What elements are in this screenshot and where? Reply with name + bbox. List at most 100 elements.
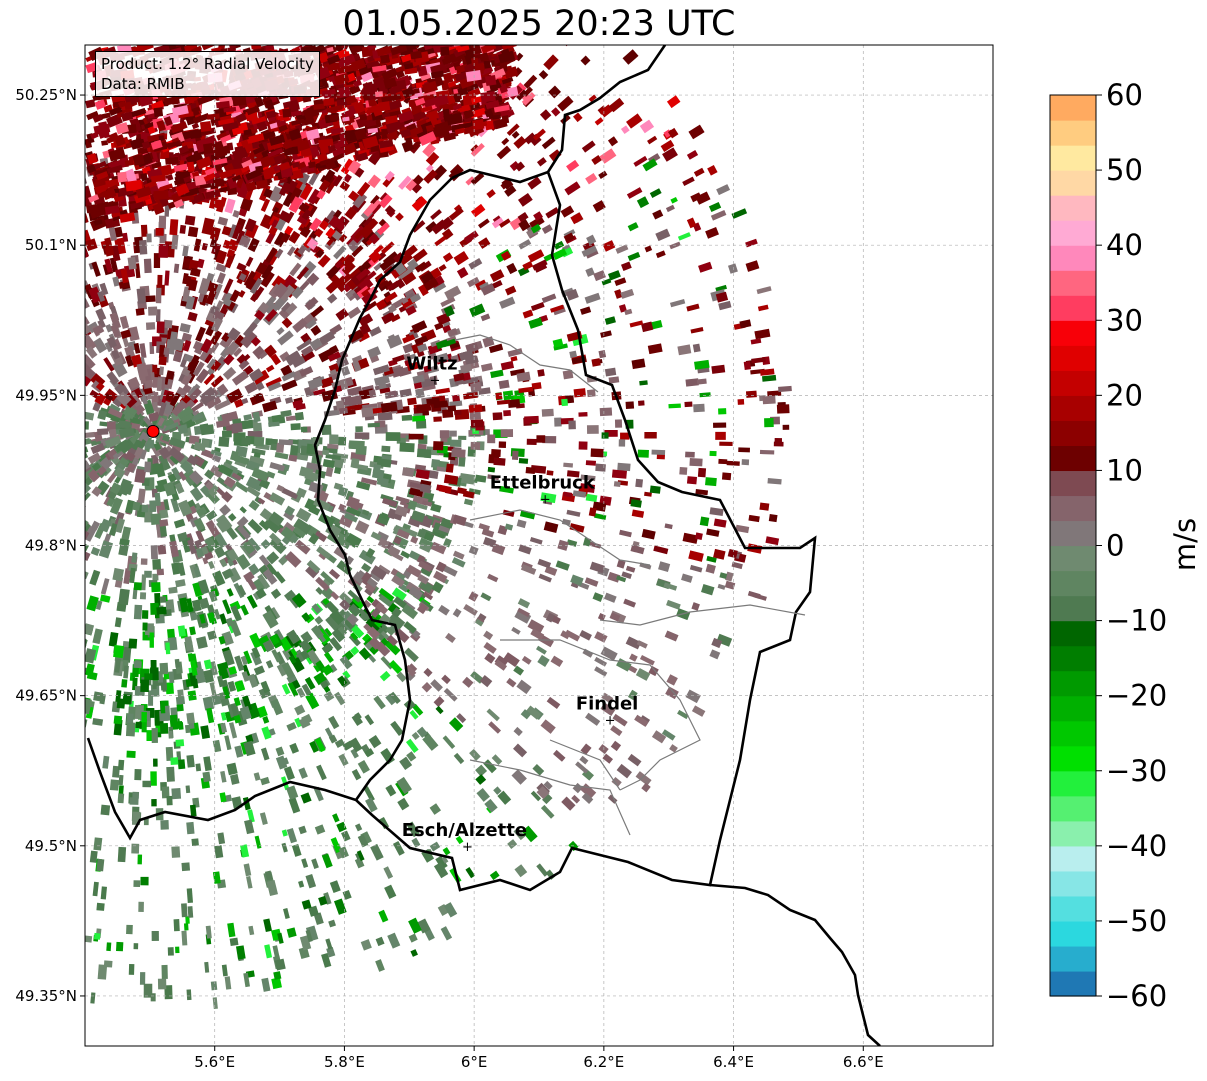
echo-bin [212,283,223,300]
echo-bin [329,434,339,445]
echo-bin [186,989,192,1001]
echo-bin [290,423,301,431]
echo-bin [128,376,141,389]
echo-bin [601,432,609,439]
echo-bin [10,499,23,511]
echo-bin [189,804,197,817]
echo-bin [280,301,291,313]
echo-bin [257,497,266,505]
echo-bin [32,601,44,613]
echo-bin [280,409,292,418]
echo-bin [232,210,240,218]
echo-bin [70,353,82,365]
echo-bin [159,509,169,519]
echo-bin [239,506,247,514]
echo-bin [202,771,211,783]
echo-bin [281,487,299,500]
echo-bin [262,400,278,413]
echo-bin [26,556,40,571]
echo-bin [46,499,55,508]
echo-bin [202,557,209,565]
echo-bin [0,454,6,464]
echo-bin [268,421,280,427]
echo-bin [164,270,170,286]
echo-bin [321,642,334,654]
echo-bin [244,381,258,394]
echo-bin [106,371,120,386]
echo-bin [468,404,483,413]
echo-bin [119,315,130,330]
echo-bin [58,277,68,288]
echo-bin [168,586,178,594]
echo-bin [41,482,57,494]
echo-bin [310,305,325,318]
echo-bin [376,477,390,487]
echo-bin [140,224,148,237]
echo-bin [293,518,312,536]
echo-bin [15,518,30,531]
echo-bin [335,308,349,321]
echo-bin [114,658,121,673]
echo-bin [63,467,78,481]
echo-bin [325,466,334,477]
echo-bin [137,488,146,504]
echo-bin [198,597,210,610]
echo-bin [188,279,198,292]
echo-bin [281,371,297,382]
echo-bin [270,698,284,716]
echo-bin [93,691,104,702]
echo-bin [380,493,394,502]
echo-bin [370,531,382,541]
echo-bin [422,410,430,416]
echo-bin [168,671,175,684]
echo-bin [182,383,192,394]
echo-bin [221,491,233,503]
echo-bin [387,612,406,631]
echo-bin [36,587,51,603]
echo-bin [233,697,241,707]
echo-bin [367,422,380,428]
echo-bin [213,177,225,188]
echo-bin [194,539,203,549]
echo-bin [210,375,224,388]
echo-bin [93,837,103,851]
echo-bin [39,632,47,642]
echo-bin [278,439,293,446]
echo-bin [1,365,16,375]
echo-bin [245,256,254,267]
echo-bin [64,650,74,664]
echo-bin [419,542,432,553]
echo-bin [222,430,232,438]
echo-bin [445,463,454,473]
echo-bin [85,501,86,515]
echo-bin [274,248,284,259]
echo-bin [0,597,10,610]
echo-bin [65,562,80,579]
echo-bin [268,511,285,527]
echo-bin [190,412,204,422]
echo-bin [173,518,186,529]
echo-bin [157,978,167,990]
echo-bin [14,535,24,545]
echo-bin [325,278,342,294]
echo-bin [5,397,14,404]
echo-bin [289,444,299,456]
echo-bin [52,472,62,483]
echo-bin [296,339,313,352]
echo-bin [226,588,234,597]
echo-bin [335,534,353,550]
echo-bin [300,345,314,357]
echo-bin [118,420,131,429]
echo-bin [33,613,41,622]
echo-bin [42,604,52,616]
echo-bin [243,650,253,665]
echo-bin [109,257,119,273]
echo-bin [68,218,77,228]
echo-bin [181,930,188,946]
echo-bin [21,284,32,295]
echo-bin [169,540,180,558]
echo-bin [270,588,282,599]
echo-bin [498,441,507,448]
echo-bin [72,147,81,163]
echo-bin [11,534,23,546]
